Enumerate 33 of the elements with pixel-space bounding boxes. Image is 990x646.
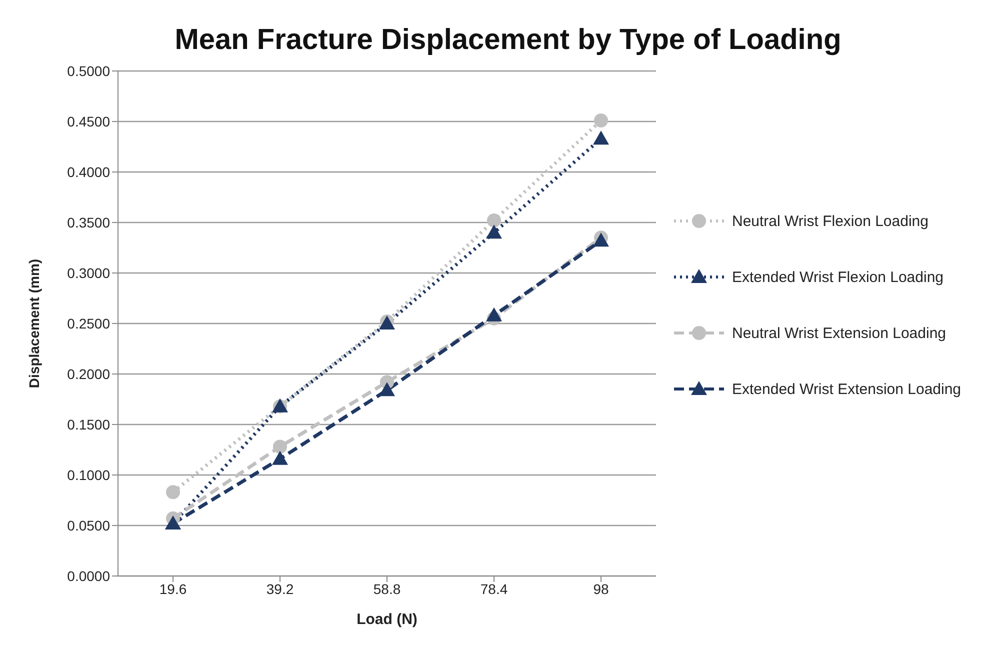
y-tick-label: 0.3000 [67, 264, 110, 281]
y-tick-label: 0.0500 [67, 517, 110, 534]
y-tick-label: 0.3500 [67, 214, 110, 230]
y-tick-label: 0.5000 [67, 62, 110, 79]
point [593, 130, 609, 145]
x-tick-label: 19.6 [159, 580, 187, 597]
x-axis-title: Load (N) [356, 611, 418, 628]
y-tick-label: 0.2000 [67, 366, 110, 382]
legend-label: Extended Wrist Flexion Loading [732, 268, 944, 288]
y-axis-title: Displacement (mm) [26, 258, 42, 388]
y-tick-label: 0.1500 [67, 416, 110, 432]
point [165, 515, 181, 530]
x-tick-label: 98 [593, 580, 609, 597]
point [486, 307, 502, 322]
y-tick-label: 0.1000 [67, 466, 110, 483]
y-tick-label: 0.0000 [67, 568, 110, 584]
x-tick-label: 39.2 [266, 580, 294, 597]
legend-label: Neutral Wrist Extension Loading [732, 324, 946, 344]
point [273, 440, 287, 454]
point [379, 382, 395, 396]
y-tick-label: 0.2500 [67, 315, 110, 332]
x-tick-label: 58.8 [373, 580, 401, 597]
point [594, 113, 608, 128]
point [272, 450, 288, 465]
legend-label: Extended Wrist Extension Loading [732, 380, 962, 400]
y-tick-label: 0.4500 [67, 113, 110, 130]
legend-label: Neutral Wrist Flexion Loading [732, 212, 928, 232]
y-tick-label: 0.4000 [67, 164, 110, 180]
point [486, 224, 502, 239]
x-tick-label: 78.4 [480, 580, 508, 597]
point [487, 213, 501, 228]
point [166, 485, 180, 500]
chart-title: Mean Fracture Displacement by Type of Loading [174, 24, 842, 57]
